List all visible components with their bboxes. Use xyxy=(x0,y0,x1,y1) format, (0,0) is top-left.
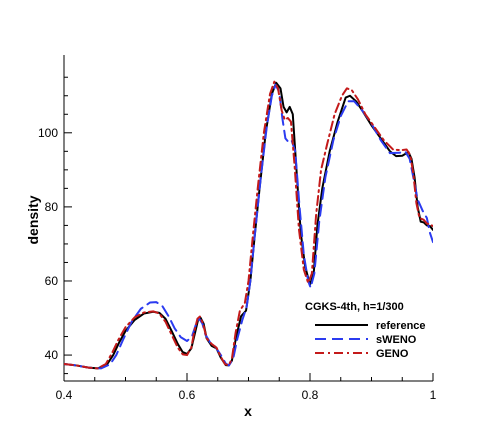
legend-items: reference sWENO GENO xyxy=(315,320,426,360)
x-tick-label: 0.4 xyxy=(56,388,73,402)
legend-label-reference: reference xyxy=(376,320,426,332)
y-axis-title: density xyxy=(25,195,41,244)
y-tick-label: 40 xyxy=(45,348,59,362)
legend: CGKS-4th, h=1/300 reference sWENO GENO xyxy=(305,301,426,360)
y-tick-label: 60 xyxy=(45,274,59,288)
legend-title: CGKS-4th, h=1/300 xyxy=(305,301,404,313)
legend-label-sweno: sWENO xyxy=(376,334,417,346)
y-tick-label: 80 xyxy=(45,200,59,214)
axes-layer: 0.4 0.6 0.8 1 40 60 80 100 xyxy=(38,55,437,402)
x-tick-label: 0.8 xyxy=(302,388,319,402)
x-tick-label: 1 xyxy=(430,388,437,402)
y-axis-label: density xyxy=(25,195,41,244)
y-tick-label: 100 xyxy=(38,126,58,140)
series-line-geno xyxy=(64,80,433,370)
legend-label-geno: GENO xyxy=(376,348,409,360)
series-layer xyxy=(64,80,433,370)
x-tick-label: 0.6 xyxy=(179,388,196,402)
x-axis-label: x xyxy=(244,403,252,419)
series-line-sweno xyxy=(64,83,433,370)
